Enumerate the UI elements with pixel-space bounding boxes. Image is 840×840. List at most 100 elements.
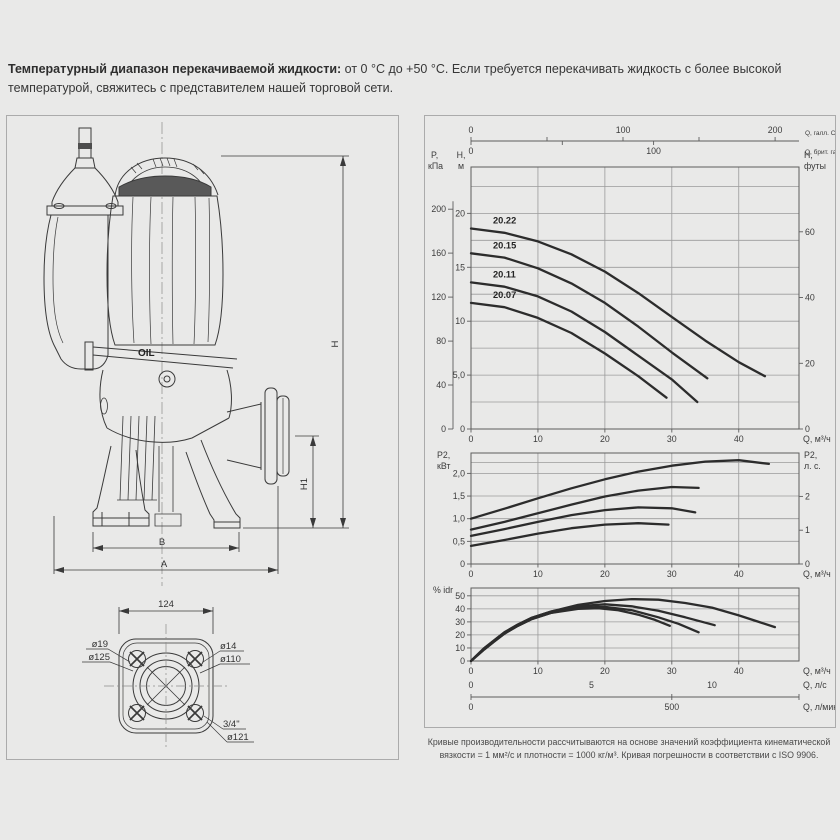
dim-label-thread: 3/4" xyxy=(223,719,240,730)
svg-text:% idr: % idr xyxy=(433,585,453,595)
svg-text:H,: H, xyxy=(804,150,813,160)
svg-text:200: 200 xyxy=(768,125,783,135)
svg-text:40: 40 xyxy=(734,434,744,444)
dim-label-d121: ø121 xyxy=(227,732,249,743)
svg-text:200: 200 xyxy=(431,204,446,214)
svg-text:0: 0 xyxy=(805,559,810,569)
svg-text:0: 0 xyxy=(469,146,474,156)
efficiency-flow-chart: 0 10 20 30 40 Q, м³/ч 0 10 20 30 40 50% idr 0 5 10 Q, л… xyxy=(433,585,835,712)
svg-text:футы: футы xyxy=(804,161,826,171)
svg-text:0: 0 xyxy=(460,656,465,666)
svg-text:5,0: 5,0 xyxy=(453,370,465,380)
svg-text:20: 20 xyxy=(455,630,465,640)
svg-text:P2,: P2, xyxy=(804,450,817,460)
pump-curve-20.11 xyxy=(469,506,697,538)
svg-text:30: 30 xyxy=(455,617,465,627)
svg-text:кВт: кВт xyxy=(437,461,450,471)
svg-text:50: 50 xyxy=(455,591,465,601)
svg-text:10: 10 xyxy=(455,316,465,326)
svg-text:500: 500 xyxy=(664,702,679,712)
cable-gland-bell xyxy=(51,167,119,207)
svg-text:60: 60 xyxy=(805,227,815,237)
svg-text:1: 1 xyxy=(805,525,810,535)
svg-text:0: 0 xyxy=(805,424,810,434)
oil-label: OIL xyxy=(138,348,155,359)
svg-text:0: 0 xyxy=(460,559,465,569)
bottom-view-crosshair xyxy=(104,624,228,748)
svg-text:120: 120 xyxy=(431,292,446,302)
pump-curve-20.11 xyxy=(469,281,699,404)
svg-text:Q, м³/ч: Q, м³/ч xyxy=(803,569,831,579)
svg-text:H,: H, xyxy=(457,150,466,160)
svg-text:0: 0 xyxy=(469,666,474,676)
svg-text:кПа: кПа xyxy=(428,161,443,171)
pump-curve-20.07 xyxy=(469,607,671,663)
pump-curve-20.22 xyxy=(469,227,767,378)
svg-text:80: 80 xyxy=(436,336,446,346)
clamp-band xyxy=(92,346,238,369)
pump-bottom-view xyxy=(82,607,254,748)
charts-panel: 0 10 20 30 40 Q, м³/ч 0 5,0 10 15 20 H, м 0 40 80 120 160… xyxy=(424,115,836,728)
svg-text:20: 20 xyxy=(600,569,610,579)
svg-text:0,5: 0,5 xyxy=(453,536,465,546)
svg-text:P2,: P2, xyxy=(437,450,450,460)
svg-text:P,: P, xyxy=(431,150,438,160)
discharge-cone xyxy=(226,402,266,470)
svg-text:м: м xyxy=(458,161,464,171)
dim-label-d14: ø14 xyxy=(220,641,236,652)
svg-text:Q, брит. галл./мин: Q, брит. галл./мин xyxy=(805,148,835,156)
dim-label-b: B xyxy=(159,537,165,548)
svg-text:Q, галл. США/мин: Q, галл. США/мин xyxy=(805,130,835,137)
svg-text:20: 20 xyxy=(805,358,815,368)
handle xyxy=(114,157,219,197)
svg-text:30: 30 xyxy=(667,569,677,579)
svg-text:2: 2 xyxy=(805,491,810,501)
motor-flutes xyxy=(131,196,211,345)
svg-text:Q, л/с: Q, л/с xyxy=(803,680,827,690)
handle-hatching xyxy=(130,157,205,175)
bolt-holes xyxy=(128,650,204,722)
svg-text:Q, м³/ч: Q, м³/ч xyxy=(803,434,831,444)
svg-text:15: 15 xyxy=(455,262,465,272)
power-flow-chart: 0 10 20 30 40 Q, м³/ч00,51,01,52,0P2,кВт012P2… xyxy=(437,450,831,579)
dim-label-124: 124 xyxy=(158,599,174,610)
svg-text:Q, м³/ч: Q, м³/ч xyxy=(803,666,831,676)
pump-curve-20.07 xyxy=(469,301,668,399)
pump-side-view xyxy=(43,127,290,529)
left-leg xyxy=(92,445,150,527)
oil-screw xyxy=(158,370,176,388)
svg-text:20: 20 xyxy=(600,434,610,444)
svg-text:40: 40 xyxy=(734,569,744,579)
svg-text:0: 0 xyxy=(469,125,474,135)
dim-label-a: A xyxy=(161,559,168,570)
svg-text:0: 0 xyxy=(441,424,446,434)
svg-text:10: 10 xyxy=(533,666,543,676)
fins xyxy=(117,415,157,501)
svg-text:5: 5 xyxy=(589,680,594,690)
jacket xyxy=(43,214,109,370)
svg-text:20: 20 xyxy=(600,666,610,676)
svg-text:10: 10 xyxy=(533,569,543,579)
svg-text:20.11: 20.11 xyxy=(493,269,516,279)
svg-text:0: 0 xyxy=(469,434,474,444)
pump-drawing-svg: H H1 B A OIL 124 ø19 ø125 ø14 ø110 3/4" … xyxy=(43,122,349,748)
svg-text:1,0: 1,0 xyxy=(453,514,465,524)
svg-text:100: 100 xyxy=(646,146,661,156)
svg-text:20.15: 20.15 xyxy=(493,240,516,250)
motor-cap xyxy=(118,175,212,197)
svg-text:10: 10 xyxy=(707,680,717,690)
svg-text:Q, л/мин: Q, л/мин xyxy=(803,702,835,712)
temperature-note-bold: Температурный диапазон перекачиваемой жи… xyxy=(8,62,342,76)
pump-curve-20.07 xyxy=(469,522,670,548)
svg-text:160: 160 xyxy=(431,248,446,258)
footnote-text: Кривые производительности рассчитываются… xyxy=(427,737,831,761)
right-leg xyxy=(185,439,241,529)
pump-curve-20.15 xyxy=(469,485,700,531)
svg-text:л. с.: л. с. xyxy=(804,461,821,471)
svg-text:10: 10 xyxy=(455,643,465,653)
svg-text:2,0: 2,0 xyxy=(453,468,465,478)
svg-text:0: 0 xyxy=(469,680,474,690)
svg-text:100: 100 xyxy=(616,125,631,135)
svg-text:30: 30 xyxy=(667,666,677,676)
svg-text:1,5: 1,5 xyxy=(453,491,465,501)
